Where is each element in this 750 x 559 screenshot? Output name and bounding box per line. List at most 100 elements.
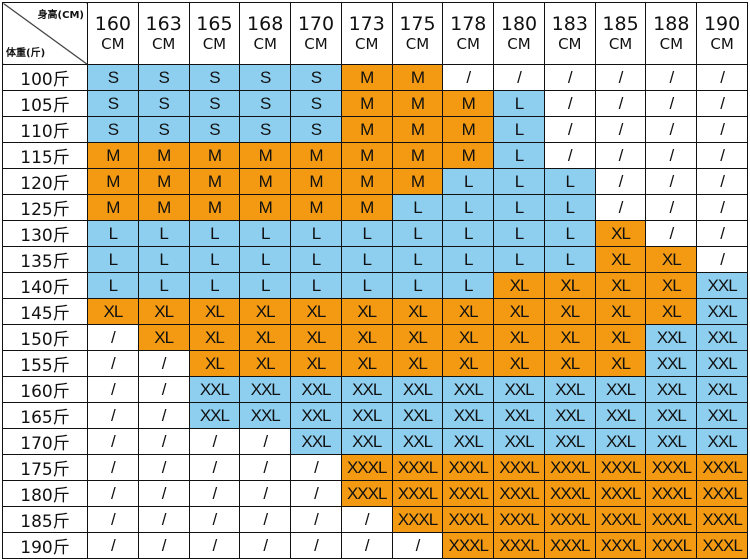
size-cell: M (442, 116, 495, 143)
size-cell: L (239, 246, 292, 273)
size-cell: / (239, 532, 292, 559)
size-cell: XL (442, 350, 495, 377)
height-value: 185 (602, 12, 639, 35)
size-cell: L (442, 194, 495, 221)
size-cell: XL (137, 298, 190, 325)
size-cell: / (87, 506, 139, 533)
size-cell: M (290, 142, 342, 169)
height-value: 170 (297, 12, 335, 35)
size-cell: L (391, 246, 444, 273)
size-row: 105斤 S S S S S M M M L / / / / (2, 90, 748, 117)
size-cell: / (87, 480, 139, 507)
weight-header: 120斤 (2, 168, 88, 195)
size-cell: XXXL (594, 532, 647, 559)
size-cell: / (87, 454, 139, 481)
size-cell: / (188, 428, 241, 455)
weight-header: 160斤 (2, 376, 88, 403)
size-cell: XXL (493, 428, 545, 455)
size-cell: L (290, 220, 342, 247)
size-cell: S (239, 116, 292, 143)
size-cell: / (188, 506, 241, 533)
size-row: 100斤 S S S S S M M / / / / / / (2, 64, 748, 91)
size-cell: XL (290, 298, 342, 325)
height-unit: CM (151, 34, 176, 53)
size-cell: XXXL (645, 480, 698, 507)
height-header: 175 CM (391, 2, 444, 65)
size-cell: / (594, 90, 647, 117)
size-cell: / (594, 168, 647, 195)
size-cell: / (696, 168, 748, 195)
size-cell: L (442, 220, 495, 247)
height-header: 163 CM (137, 2, 190, 65)
size-cell: XL (391, 350, 444, 377)
weight-header: 165斤 (2, 402, 88, 429)
size-cell: XXL (290, 376, 342, 403)
size-cell: XXL (645, 376, 698, 403)
size-row: 135斤 L L L L L L L L L L XL XL / (2, 246, 748, 273)
size-cell: XXXL (645, 454, 698, 481)
size-cell: / (290, 506, 342, 533)
size-cell: XXXL (594, 506, 647, 533)
size-cell: M (239, 168, 292, 195)
size-cell: L (290, 246, 342, 273)
size-cell: S (239, 64, 292, 91)
size-cell: XXL (290, 402, 342, 429)
size-row: 180斤 / / / / / XXXL XXXL XXXL XXXL XXXL XXXL XXXL XXX… (2, 480, 748, 507)
size-cell: / (87, 428, 139, 455)
size-cell: / (188, 454, 241, 481)
size-cell: XXXL (543, 506, 596, 533)
size-cell: / (645, 194, 698, 221)
height-unit: CM (608, 34, 633, 53)
weight-header: 110斤 (2, 116, 88, 143)
size-cell: M (391, 64, 444, 91)
size-cell: / (188, 532, 241, 559)
size-cell: / (137, 454, 190, 481)
size-cell: M (87, 168, 139, 195)
size-cell: L (87, 272, 139, 299)
size-cell: M (87, 142, 139, 169)
size-row: 160斤 / / XXL XXL XXL XXL XXL XXL XXL XXL XXL XXL XXL (2, 376, 748, 403)
size-cell: XXXL (696, 480, 748, 507)
size-cell: / (239, 480, 292, 507)
height-value: 160 (94, 12, 132, 35)
size-cell: XXL (594, 402, 647, 429)
size-cell: XXL (442, 376, 495, 403)
height-value: 168 (247, 12, 284, 35)
size-cell: XXXL (594, 454, 647, 481)
size-cell: S (239, 90, 292, 117)
size-cell: / (645, 142, 698, 169)
height-unit: CM (456, 34, 480, 53)
size-cell: M (188, 142, 241, 169)
size-cell: XXL (340, 428, 393, 455)
height-unit: CM (253, 34, 277, 53)
size-cell: XL (594, 298, 647, 325)
size-cell: XL (188, 298, 241, 325)
size-cell: M (340, 194, 393, 221)
size-cell: S (87, 116, 139, 143)
size-cell: L (340, 272, 393, 299)
size-cell: L (239, 220, 292, 247)
size-cell: / (594, 142, 647, 169)
size-cell: XL (290, 350, 342, 377)
size-cell: M (290, 194, 342, 221)
size-cell: XL (87, 298, 139, 325)
height-header: 180 CM (493, 2, 545, 65)
size-cell: / (696, 116, 748, 143)
size-row: 115斤 M M M M M M M M L / / / / (2, 142, 748, 169)
size-cell: XL (188, 324, 241, 351)
size-cell: XXXL (493, 532, 545, 559)
size-cell: / (87, 376, 139, 403)
height-value: 165 (196, 12, 233, 35)
size-cell: XL (290, 324, 342, 351)
size-cell: XL (493, 272, 545, 299)
size-cell: XXL (391, 402, 444, 429)
size-cell: L (493, 116, 545, 143)
size-cell: XL (442, 324, 495, 351)
size-cell: M (340, 90, 393, 117)
size-cell: M (137, 142, 190, 169)
size-cell: M (442, 142, 495, 169)
size-cell: / (543, 116, 596, 143)
size-cell: XXL (340, 376, 393, 403)
size-cell: XXL (543, 402, 596, 429)
